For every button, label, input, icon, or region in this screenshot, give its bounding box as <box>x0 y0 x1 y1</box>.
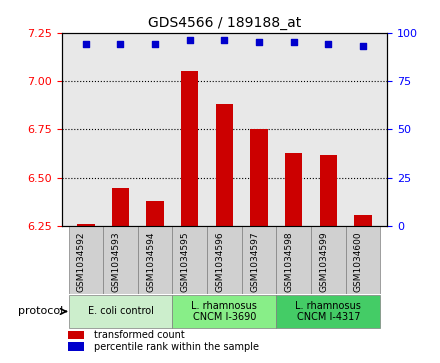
Point <box>290 40 297 45</box>
Bar <box>69 226 103 294</box>
Bar <box>216 104 233 226</box>
Text: transformed count: transformed count <box>94 330 185 340</box>
Bar <box>319 155 337 226</box>
Text: E. coli control: E. coli control <box>88 306 154 317</box>
Point <box>186 37 193 43</box>
Bar <box>354 215 372 226</box>
Bar <box>112 188 129 226</box>
Point <box>325 41 332 47</box>
Text: L. rhamnosus
CNCM I-3690: L. rhamnosus CNCM I-3690 <box>191 301 257 322</box>
Bar <box>147 201 164 226</box>
Bar <box>68 330 84 339</box>
Text: GSM1034597: GSM1034597 <box>250 232 259 292</box>
Point <box>152 41 159 47</box>
Text: protocol: protocol <box>18 306 63 317</box>
Bar <box>181 72 198 226</box>
Bar <box>346 226 380 294</box>
Text: GSM1034592: GSM1034592 <box>77 232 86 292</box>
Bar <box>68 342 84 351</box>
Bar <box>69 295 172 328</box>
Bar <box>276 295 380 328</box>
Text: GSM1034599: GSM1034599 <box>319 232 328 292</box>
Bar <box>285 153 302 226</box>
Bar <box>138 226 172 294</box>
Bar <box>172 226 207 294</box>
Text: GSM1034598: GSM1034598 <box>285 232 293 292</box>
Point <box>256 40 263 45</box>
Bar <box>276 226 311 294</box>
Text: percentile rank within the sample: percentile rank within the sample <box>94 342 259 351</box>
Point <box>221 37 228 43</box>
Bar <box>172 295 276 328</box>
Point <box>359 43 367 49</box>
Text: GSM1034595: GSM1034595 <box>181 232 190 292</box>
Text: L. rhamnosus
CNCM I-4317: L. rhamnosus CNCM I-4317 <box>295 301 361 322</box>
Bar <box>207 226 242 294</box>
Bar <box>77 224 95 226</box>
Text: GSM1034596: GSM1034596 <box>216 232 224 292</box>
Point <box>82 41 89 47</box>
Bar <box>311 226 346 294</box>
Bar <box>250 130 268 226</box>
Point <box>117 41 124 47</box>
Text: GSM1034594: GSM1034594 <box>146 232 155 292</box>
Bar <box>242 226 276 294</box>
Text: GSM1034600: GSM1034600 <box>354 232 363 292</box>
Text: GSM1034593: GSM1034593 <box>111 232 121 292</box>
Title: GDS4566 / 189188_at: GDS4566 / 189188_at <box>148 16 301 30</box>
Bar <box>103 226 138 294</box>
